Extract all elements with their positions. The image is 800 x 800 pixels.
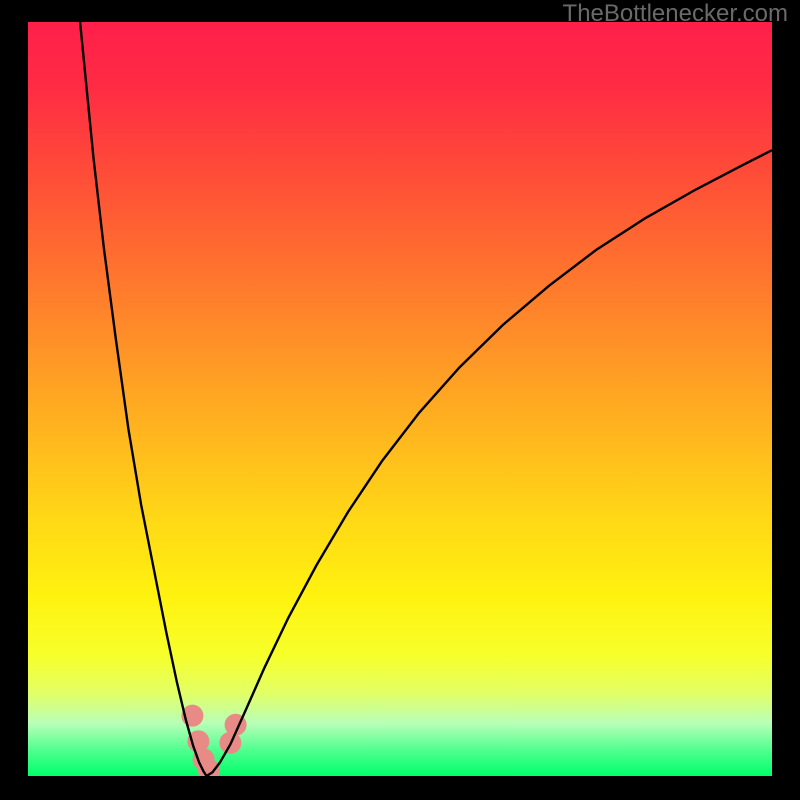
gradient-background	[28, 22, 772, 776]
watermark-text: TheBottlenecker.com	[563, 0, 788, 28]
plot-area	[28, 22, 772, 776]
plot-svg	[28, 22, 772, 776]
stage: TheBottlenecker.com	[0, 0, 800, 800]
